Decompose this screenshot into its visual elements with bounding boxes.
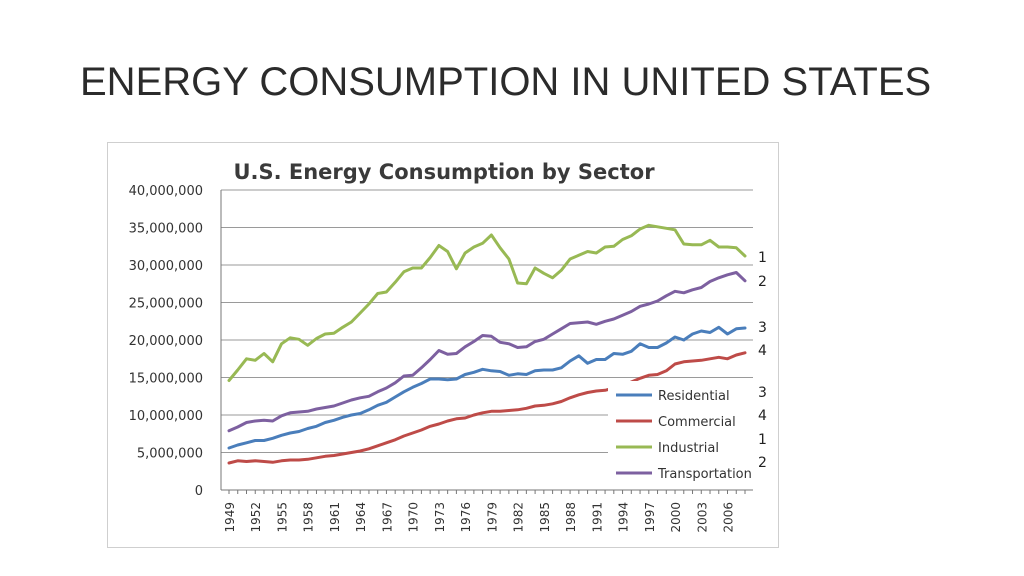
annotation-2: 2	[758, 274, 767, 290]
x-tick-label: 1961	[328, 502, 342, 533]
chart-svg: U.S. Energy Consumption by Sector 0 5,000,…	[129, 160, 773, 533]
x-tick-label: 1979	[485, 502, 499, 533]
annotation-4: 4	[758, 343, 767, 359]
x-tick-label: 1985	[538, 502, 552, 533]
y-tick-label: 35,000,000	[129, 222, 203, 237]
chart-title: U.S. Energy Consumption by Sector	[233, 160, 655, 184]
x-tick-label: 1991	[590, 502, 604, 533]
x-tick-label: 1976	[459, 502, 473, 533]
x-tick-label: 1994	[617, 502, 631, 533]
y-tick-label: 10,000,000	[129, 409, 203, 424]
legend-label-industrial: Industrial	[658, 441, 719, 456]
series-line-commercial	[227, 351, 747, 465]
annotation-1: 1	[758, 250, 767, 266]
annotation-5: 3	[758, 385, 767, 401]
x-tick-label: 2006	[722, 502, 736, 533]
y-tick-label: 25,000,000	[129, 297, 203, 312]
legend-label-commercial: Commercial	[658, 415, 736, 430]
legend-box	[608, 381, 773, 487]
y-tick-label: 5,000,000	[137, 447, 203, 462]
series-line-residential	[227, 325, 747, 450]
chart-frame: U.S. Energy Consumption by Sector 0 5,000,…	[107, 142, 779, 548]
legend-label-transportation: Transportation	[657, 467, 752, 482]
legend-label-residential: Residential	[658, 389, 730, 404]
x-tick-label: 1967	[380, 502, 394, 533]
y-tick-label: 30,000,000	[129, 259, 203, 274]
y-tick-label: 15,000,000	[129, 372, 203, 387]
x-tick-label: 1949	[223, 502, 237, 533]
annotation-7: 1	[758, 432, 767, 448]
series-line-industrial	[227, 223, 747, 382]
x-tick-label: 1988	[564, 502, 578, 533]
x-tick-label: 1964	[354, 502, 368, 533]
y-tick-label: 20,000,000	[129, 334, 203, 349]
x-tick-label: 1973	[433, 502, 447, 533]
x-tick-label: 1952	[249, 502, 263, 533]
y-tick-label: 40,000,000	[129, 184, 203, 199]
x-tick-label: 1958	[302, 502, 316, 533]
annotation-8: 2	[758, 455, 767, 471]
y-tick-label: 0	[195, 484, 203, 499]
x-tick-label: 1970	[407, 502, 421, 533]
x-tick-label: 2000	[669, 502, 683, 533]
x-tick-label: 1997	[643, 502, 657, 533]
x-tick-label: 1955	[275, 502, 289, 533]
x-tick-label: 1982	[512, 502, 526, 533]
series-line-transportation	[227, 271, 747, 433]
slide-title: ENERGY CONSUMPTION IN UNITED STATES	[80, 60, 932, 104]
annotation-6: 4	[758, 408, 767, 424]
annotation-3: 3	[758, 320, 767, 336]
x-tick-label: 2003	[695, 502, 709, 533]
